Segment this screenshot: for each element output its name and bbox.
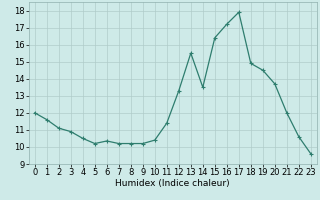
X-axis label: Humidex (Indice chaleur): Humidex (Indice chaleur) [116, 179, 230, 188]
